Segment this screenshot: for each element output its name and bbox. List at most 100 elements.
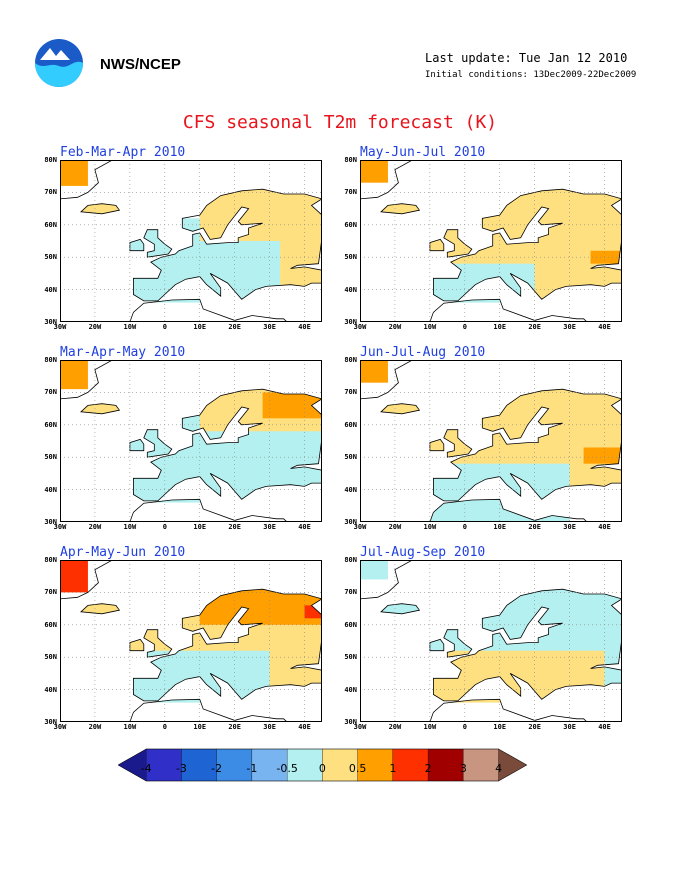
lon-label: 10W <box>123 523 137 531</box>
lon-label: 40E <box>598 323 611 331</box>
lon-label: 30W <box>53 523 67 531</box>
anomaly-region <box>60 160 88 186</box>
lon-label: 10W <box>423 523 437 531</box>
lat-label: 70N <box>344 588 357 597</box>
coastline <box>80 203 121 215</box>
coastline <box>380 603 421 615</box>
lat-label: 70N <box>344 188 357 197</box>
colorbar-label: -3 <box>175 762 187 775</box>
map-frame <box>60 160 322 322</box>
map-frame <box>360 360 622 522</box>
colorbar-swatch <box>286 748 323 782</box>
coastline <box>443 629 473 658</box>
anomaly-region <box>360 560 388 580</box>
colorbar-label: 1 <box>389 762 397 775</box>
lat-label: 40N <box>44 685 57 694</box>
coastline <box>129 298 288 322</box>
initial-conditions: Initial conditions: 13Dec2009-22Dec2009 <box>425 70 637 80</box>
forecast-map <box>60 560 322 722</box>
lat-label: 60N <box>344 420 357 429</box>
anomaly-region <box>380 203 420 216</box>
colorbar-label: 0.5 <box>348 762 367 775</box>
anomaly-region <box>583 447 622 464</box>
lat-label: 80N <box>344 156 357 164</box>
lon-label: 10W <box>423 323 437 331</box>
map-frame <box>360 160 622 322</box>
forecast-map <box>360 160 622 322</box>
coastline <box>60 360 114 400</box>
lon-label: 10E <box>193 523 207 531</box>
coastline <box>433 188 622 302</box>
lon-label: 20W <box>88 323 102 331</box>
map-frame <box>360 560 622 722</box>
colorbar-label: 3 <box>459 762 467 775</box>
noaa-logo-icon <box>35 39 83 87</box>
map-frame <box>60 560 322 722</box>
lat-label: 30N <box>44 318 57 326</box>
lat-label: 30N <box>44 518 57 526</box>
panel-title: May-Jun-Jul 2010 <box>360 145 486 160</box>
lon-label: 20W <box>388 323 402 331</box>
lat-label: 40N <box>44 285 57 294</box>
anomaly-region <box>590 250 622 264</box>
coastline <box>443 229 473 258</box>
coastline <box>433 388 622 502</box>
coastline <box>360 360 414 400</box>
anomaly-region <box>60 560 88 593</box>
coastline <box>429 298 588 322</box>
lat-label: 50N <box>44 653 57 662</box>
anomaly-region <box>80 603 120 616</box>
lat-label: 50N <box>44 453 57 462</box>
panel-title: Mar-Apr-May 2010 <box>60 345 186 360</box>
forecast-panel: Jul-Aug-Sep 2010 80N 70N 60N 50N 40N 30N 30W 20W… <box>335 545 625 738</box>
anomaly-region <box>280 224 322 290</box>
lon-label: 20E <box>228 723 241 731</box>
coastline <box>429 238 445 252</box>
coastline <box>80 403 121 415</box>
lon-label: 20W <box>88 723 102 731</box>
lat-label: 40N <box>344 485 357 494</box>
lat-label: 40N <box>344 685 357 694</box>
coastline <box>133 588 322 702</box>
lon-label: 40E <box>598 723 611 731</box>
panel-title: Feb-Mar-Apr 2010 <box>60 145 186 160</box>
lat-label: 80N <box>44 556 57 564</box>
coastline <box>433 588 622 702</box>
lon-label: 30E <box>563 723 576 731</box>
coastline <box>143 429 173 458</box>
colorbar-swatch <box>392 748 429 782</box>
anomaly-region <box>80 203 120 216</box>
lat-label: 50N <box>344 253 357 262</box>
lon-label: 20E <box>228 523 241 531</box>
panel-title: Jun-Jul-Aug 2010 <box>360 345 486 360</box>
lon-label: 30E <box>263 523 276 531</box>
lat-label: 70N <box>44 588 57 597</box>
colorbar-label: -1 <box>246 762 258 775</box>
coastline <box>380 203 421 215</box>
coastline <box>60 160 114 200</box>
coastline <box>129 698 288 722</box>
lon-label: 0 <box>162 723 167 731</box>
colorbar-swatch <box>463 748 499 782</box>
coastline <box>429 498 588 522</box>
lat-label: 70N <box>344 388 357 397</box>
forecast-panel: Mar-Apr-May 2010 80N 70N 60N 50N 40N 30N 30W 20W… <box>35 345 325 538</box>
forecast-panel: Apr-May-Jun 2010 80N 70N 60N 50N 40N 30N 30W 20W… <box>35 545 325 738</box>
lon-label: 30E <box>263 723 276 731</box>
lon-label: 0 <box>462 723 467 731</box>
lon-label: 40E <box>598 523 611 531</box>
page-title: CFS seasonal T2m forecast (K) <box>182 112 498 133</box>
colorbar <box>118 748 528 782</box>
colorbar-swatch <box>251 748 288 782</box>
lon-label: 10W <box>423 723 437 731</box>
coastline <box>443 429 473 458</box>
lat-label: 30N <box>344 318 357 326</box>
colorbar-swatch <box>498 748 528 782</box>
lat-label: 30N <box>344 518 357 526</box>
lat-label: 40N <box>344 285 357 294</box>
anomaly-region <box>380 603 420 616</box>
colorbar-swatch <box>216 748 253 782</box>
lat-label: 50N <box>344 453 357 462</box>
lon-label: 30E <box>263 323 276 331</box>
org-name: NWS/NCEP <box>100 56 181 73</box>
